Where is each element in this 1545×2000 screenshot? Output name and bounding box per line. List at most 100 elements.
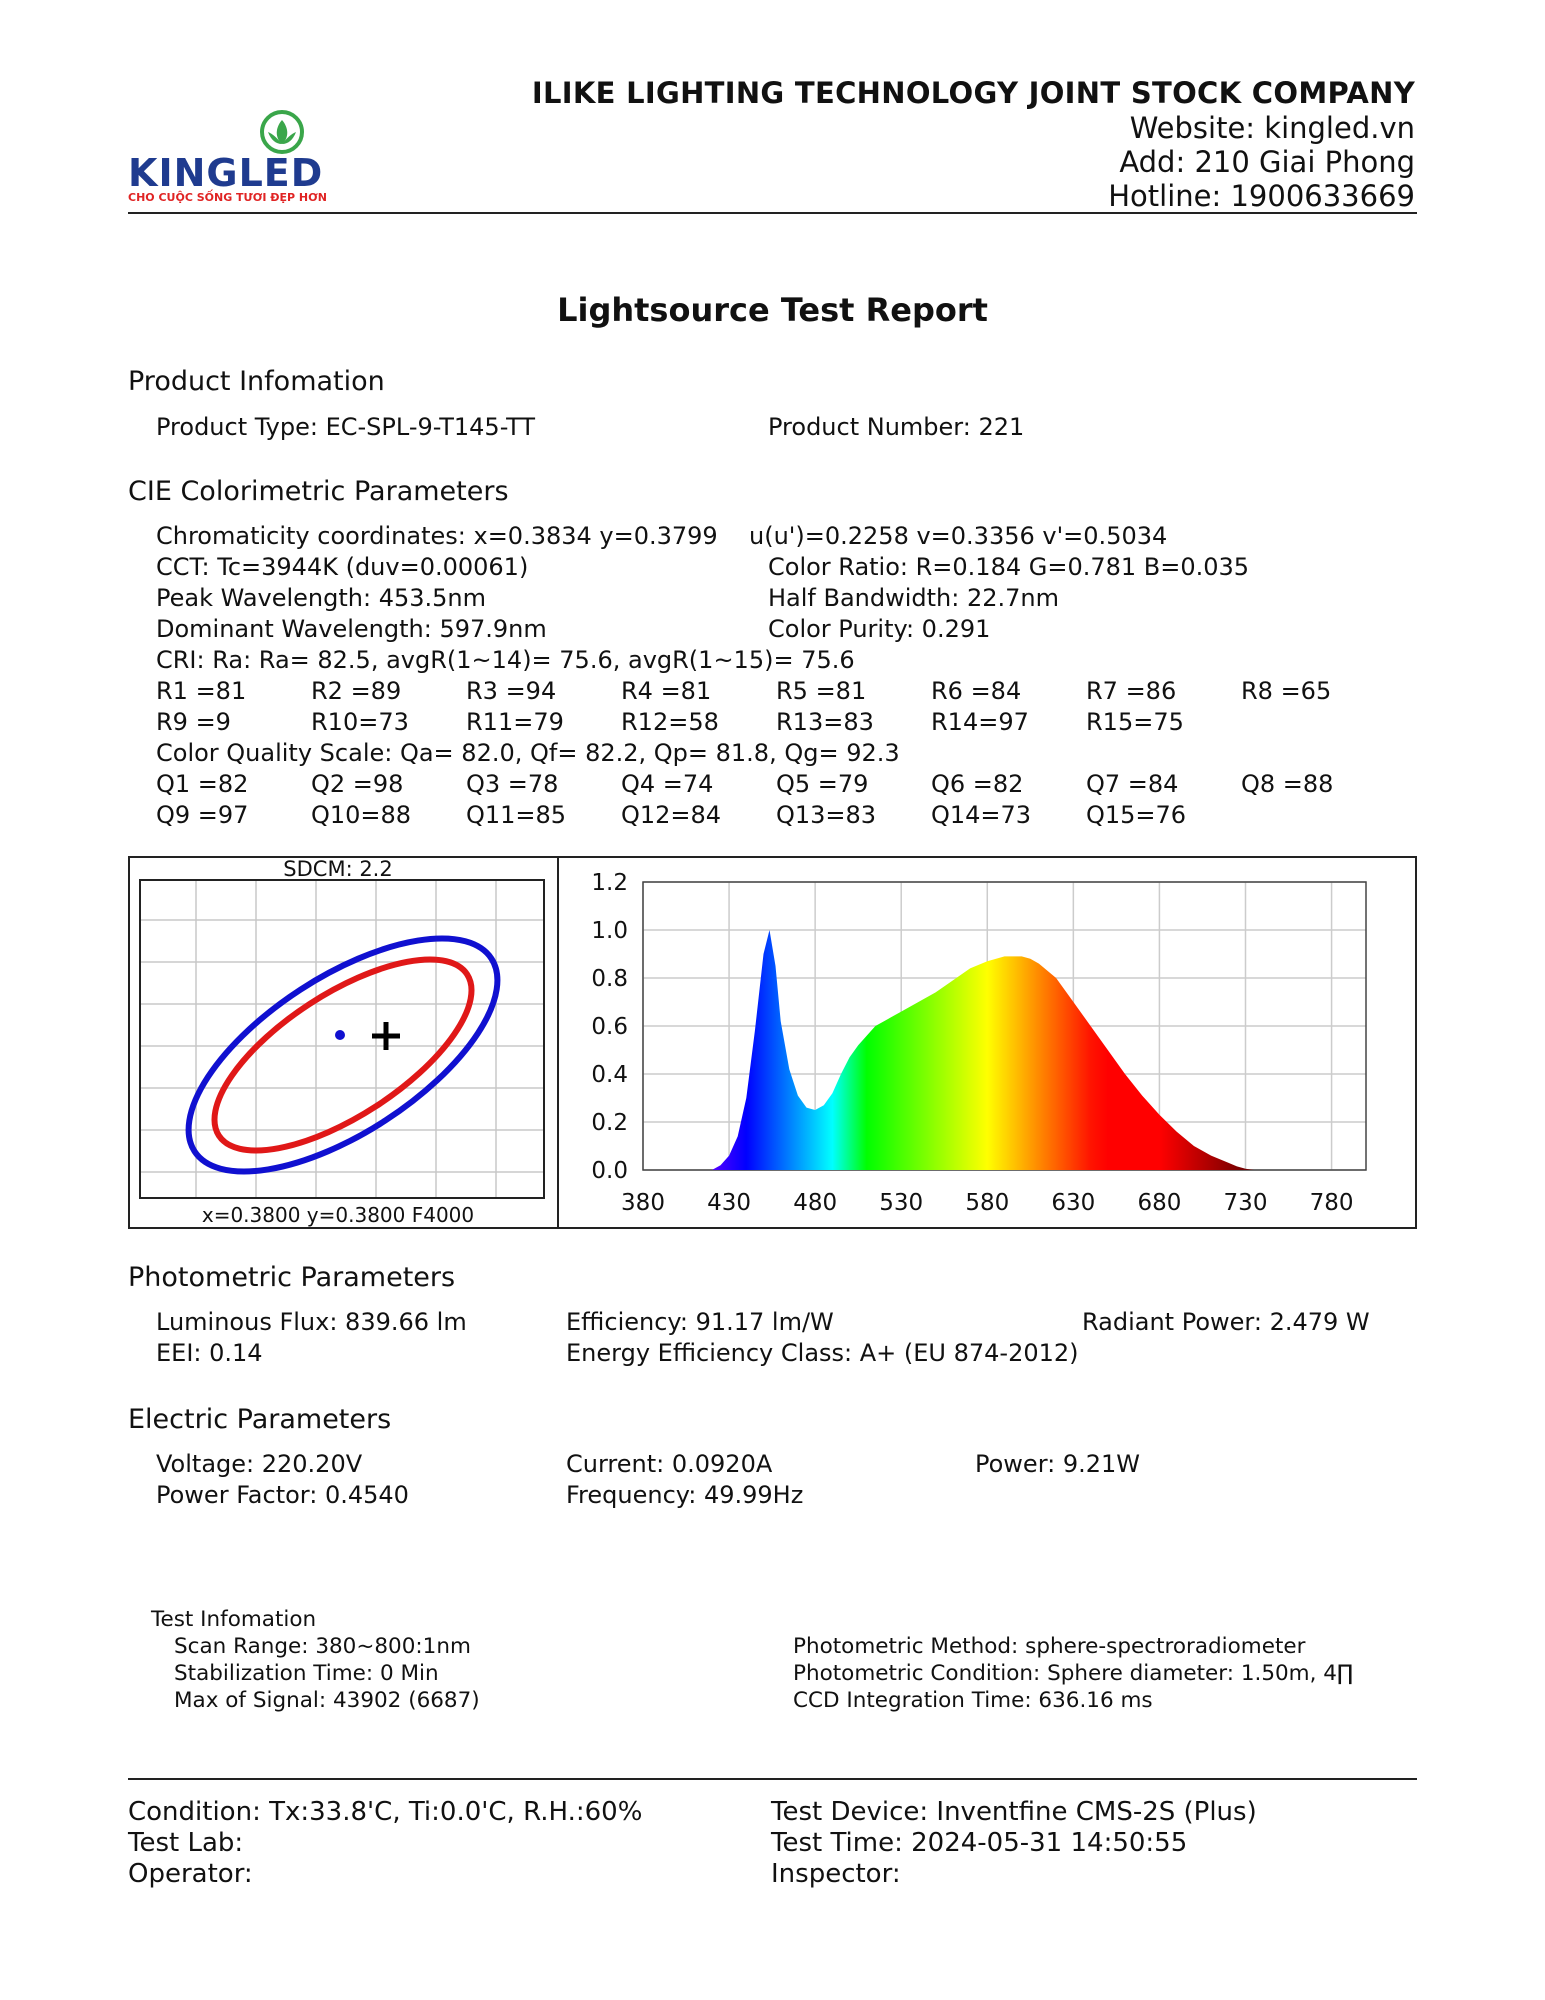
max-signal: Max of Signal: 43902 (6687) — [174, 1688, 480, 1713]
cqs-summary: Color Quality Scale: Qa= 82.0, Qf= 82.2,… — [156, 739, 900, 767]
sdcm-caption: x=0.3800 y=0.3800 F4000 — [202, 1203, 474, 1227]
cqs-value: Q12=84 — [621, 801, 722, 829]
x-tick-label: 430 — [707, 1190, 751, 1216]
voltage: Voltage: 220.20V — [156, 1450, 363, 1478]
cri-value: R14=97 — [931, 708, 1029, 736]
ccd-integration-time: CCD Integration Time: 636.16 ms — [793, 1688, 1153, 1713]
x-tick-label: 580 — [965, 1190, 1009, 1216]
cqs-value: Q13=83 — [776, 801, 877, 829]
power-factor: Power Factor: 0.4540 — [156, 1481, 409, 1509]
sdcm-plot-border — [139, 879, 545, 1199]
y-tick-label: 0.8 — [591, 966, 628, 992]
target-cross-icon — [372, 1022, 400, 1050]
color-purity: Color Purity: 0.291 — [768, 615, 991, 643]
cqs-value: Q5 =79 — [776, 770, 869, 798]
company-hotline: Hotline: 1900633669 — [1108, 179, 1415, 213]
luminous-flux: Luminous Flux: 839.66 lm — [156, 1308, 467, 1336]
x-tick-label: 780 — [1310, 1190, 1354, 1216]
photometric-heading: Photometric Parameters — [128, 1262, 456, 1293]
x-tick-label: 380 — [621, 1190, 665, 1216]
current: Current: 0.0920A — [566, 1450, 773, 1478]
product-heading: Product Infomation — [128, 366, 385, 397]
report-title: Lightsource Test Report — [557, 291, 988, 329]
cri-value: R8 =65 — [1241, 677, 1332, 705]
test-device: Test Device: Inventfine CMS-2S (Plus) — [771, 1797, 1257, 1827]
cqs-value: Q8 =88 — [1241, 770, 1334, 798]
measured-point-dot — [335, 1030, 345, 1040]
y-tick-label: 0.4 — [591, 1062, 628, 1088]
cri-value: R15=75 — [1086, 708, 1184, 736]
cri-value: R5 =81 — [776, 677, 867, 705]
cie-heading: CIE Colorimetric Parameters — [128, 476, 509, 507]
charts-frame — [128, 856, 1417, 1229]
y-tick-label: 1.0 — [591, 918, 628, 944]
scan-range: Scan Range: 380~800:1nm — [174, 1634, 471, 1659]
cri-value: R10=73 — [311, 708, 409, 736]
test-lab: Test Lab: — [128, 1828, 244, 1858]
cri-value: R9 =9 — [156, 708, 231, 736]
company-website: Website: kingled.vn — [1129, 111, 1415, 145]
sdcm-grid — [140, 880, 544, 1198]
x-tick-label: 730 — [1224, 1190, 1268, 1216]
product-number: Product Number: 221 — [768, 413, 1025, 441]
dominant-wavelength: Dominant Wavelength: 597.9nm — [156, 615, 547, 643]
logo-wordmark: KINGLED — [128, 151, 323, 195]
charts-divider — [557, 856, 559, 1229]
cqs-value: Q3 =78 — [466, 770, 559, 798]
eei-value: EEI: 0.14 — [156, 1339, 263, 1367]
chromaticity-coordinates: Chromaticity coordinates: x=0.3834 y=0.3… — [156, 522, 718, 550]
cri-value: R1 =81 — [156, 677, 247, 705]
electric-heading: Electric Parameters — [128, 1404, 392, 1435]
half-bandwidth: Half Bandwidth: 22.7nm — [768, 584, 1060, 612]
stabilization-time: Stabilization Time: 0 Min — [174, 1661, 439, 1686]
product-type: Product Type: EC-SPL-9-T145-TT — [156, 413, 536, 441]
x-tick-label: 480 — [793, 1190, 837, 1216]
cqs-value: Q1 =82 — [156, 770, 249, 798]
energy-class: Energy Efficiency Class: A+ (EU 874-2012… — [566, 1339, 1079, 1367]
spectrum-chart: 0.0 0.2 0.4 0.6 0.8 1.0 1.2 380 430 480 530 580 630 6… — [591, 870, 1367, 1216]
peak-wavelength: Peak Wavelength: 453.5nm — [156, 584, 486, 612]
company-address: Add: 210 Giai Phong — [1119, 145, 1415, 179]
cri-value: R6 =84 — [931, 677, 1022, 705]
y-tick-label: 0.0 — [591, 1158, 628, 1184]
photometric-condition: Photometric Condition: Sphere diameter: … — [793, 1661, 1354, 1686]
uv-coordinates: u(u')=0.2258 v=0.3356 v'=0.5034 — [749, 522, 1168, 550]
y-tick-label: 0.2 — [591, 1110, 628, 1136]
cct-value: CCT: Tc=3944K (duv=0.00061) — [156, 553, 529, 581]
footer-divider — [128, 1778, 1417, 1780]
photometric-method: Photometric Method: sphere-spectroradiom… — [793, 1634, 1306, 1659]
cqs-value: Q4 =74 — [621, 770, 714, 798]
x-tick-label: 680 — [1137, 1190, 1181, 1216]
x-tick-label: 530 — [879, 1190, 923, 1216]
efficiency: Efficiency: 91.17 lm/W — [566, 1308, 834, 1336]
company-name: ILIKE LIGHTING TECHNOLOGY JOINT STOCK CO… — [531, 76, 1415, 110]
cri-value: R12=58 — [621, 708, 719, 736]
cri-value: R3 =94 — [466, 677, 557, 705]
power: Power: 9.21W — [975, 1450, 1141, 1478]
cri-value: R11=79 — [466, 708, 564, 736]
cri-value: R4 =81 — [621, 677, 712, 705]
cqs-value: Q15=76 — [1086, 801, 1187, 829]
cqs-value: Q11=85 — [466, 801, 567, 829]
cri-value: R7 =86 — [1086, 677, 1177, 705]
frequency: Frequency: 49.99Hz — [566, 1481, 804, 1509]
x-tick-label: 630 — [1051, 1190, 1095, 1216]
test-info-heading: Test Infomation — [151, 1607, 317, 1632]
sdcm-chart: SDCM: 2.2 x=0.3800 y=0.3800 F4000 — [139, 858, 545, 1227]
cri-value: R13=83 — [776, 708, 874, 736]
cqs-value: Q9 =97 — [156, 801, 249, 829]
cqs-value: Q7 =84 — [1086, 770, 1179, 798]
cqs-value: Q2 =98 — [311, 770, 404, 798]
sdcm-inner-ellipse — [211, 956, 475, 1154]
cri-summary: CRI: Ra: Ra= 82.5, avgR(1~14)= 75.6, avg… — [156, 646, 855, 674]
test-condition: Condition: Tx:33.8'C, Ti:0.0'C, R.H.:60% — [128, 1797, 643, 1827]
cqs-value: Q6 =82 — [931, 770, 1024, 798]
inspector: Inspector: — [771, 1859, 901, 1889]
y-tick-label: 0.6 — [591, 1014, 628, 1040]
test-time: Test Time: 2024-05-31 14:50:55 — [771, 1828, 1188, 1858]
radiant-power: Radiant Power: 2.479 W — [1082, 1308, 1370, 1336]
color-ratio: Color Ratio: R=0.184 G=0.781 B=0.035 — [768, 553, 1250, 581]
cqs-value: Q14=73 — [931, 801, 1032, 829]
sdcm-title: SDCM: 2.2 — [283, 858, 392, 881]
operator: Operator: — [128, 1859, 253, 1889]
